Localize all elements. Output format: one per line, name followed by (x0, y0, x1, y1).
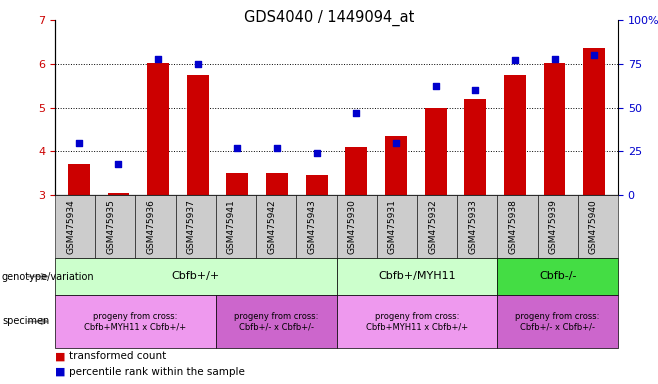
Text: transformed count: transformed count (70, 351, 166, 361)
Bar (583, 48, 605, 195)
Bar (306, 175, 328, 195)
Point (470, 87, 480, 93)
Text: specimen: specimen (2, 316, 49, 326)
Text: Cbfb+/MYH11: Cbfb+/MYH11 (378, 271, 456, 281)
Text: GSM475939: GSM475939 (549, 199, 558, 254)
Point (391, 139, 401, 146)
Bar (504, 74, 526, 195)
Bar (226, 173, 248, 195)
Bar (544, 63, 565, 195)
Text: GSM475930: GSM475930 (347, 199, 357, 254)
Text: genotype/variation: genotype/variation (2, 271, 95, 281)
Text: GSM475931: GSM475931 (388, 199, 397, 254)
Bar (465, 99, 486, 195)
Bar (345, 147, 367, 195)
Point (311, 150, 322, 156)
Text: percentile rank within the sample: percentile rank within the sample (70, 367, 245, 377)
Bar (266, 173, 288, 195)
Text: ■: ■ (55, 351, 66, 361)
Bar (187, 74, 209, 195)
Point (549, 55, 560, 61)
Text: GSM475938: GSM475938 (509, 199, 517, 254)
Point (510, 57, 520, 63)
Point (74, 139, 84, 146)
Point (153, 55, 163, 61)
Point (430, 83, 441, 89)
Text: GSM475942: GSM475942 (267, 199, 276, 254)
Text: GSM475937: GSM475937 (187, 199, 195, 254)
Point (232, 145, 243, 151)
Point (193, 61, 203, 67)
Point (351, 110, 362, 116)
Text: GSM475933: GSM475933 (468, 199, 477, 254)
Text: Cbfb+/+: Cbfb+/+ (172, 271, 220, 281)
Text: Cbfb-/-: Cbfb-/- (539, 271, 576, 281)
Text: progeny from cross:
Cbfb+MYH11 x Cbfb+/+: progeny from cross: Cbfb+MYH11 x Cbfb+/+ (366, 312, 468, 331)
Bar (68, 164, 89, 195)
Bar (424, 108, 447, 195)
Bar (147, 63, 169, 195)
Text: progeny from cross:
Cbfb+/- x Cbfb+/-: progeny from cross: Cbfb+/- x Cbfb+/- (515, 312, 600, 331)
Bar (385, 136, 407, 195)
Point (589, 52, 599, 58)
Text: GSM475943: GSM475943 (307, 199, 316, 254)
Text: GSM475941: GSM475941 (227, 199, 236, 254)
Text: GSM475934: GSM475934 (66, 199, 75, 254)
Point (113, 161, 124, 167)
Text: progeny from cross:
Cbfb+MYH11 x Cbfb+/+: progeny from cross: Cbfb+MYH11 x Cbfb+/+ (84, 312, 186, 331)
Bar (107, 193, 130, 195)
Text: GSM475936: GSM475936 (147, 199, 155, 254)
Text: GSM475932: GSM475932 (428, 199, 437, 254)
Text: ■: ■ (55, 367, 66, 377)
Text: GSM475940: GSM475940 (589, 199, 598, 254)
Text: progeny from cross:
Cbfb+/- x Cbfb+/-: progeny from cross: Cbfb+/- x Cbfb+/- (234, 312, 318, 331)
Text: GSM475935: GSM475935 (107, 199, 115, 254)
Text: GDS4040 / 1449094_at: GDS4040 / 1449094_at (244, 10, 414, 26)
Point (272, 145, 282, 151)
